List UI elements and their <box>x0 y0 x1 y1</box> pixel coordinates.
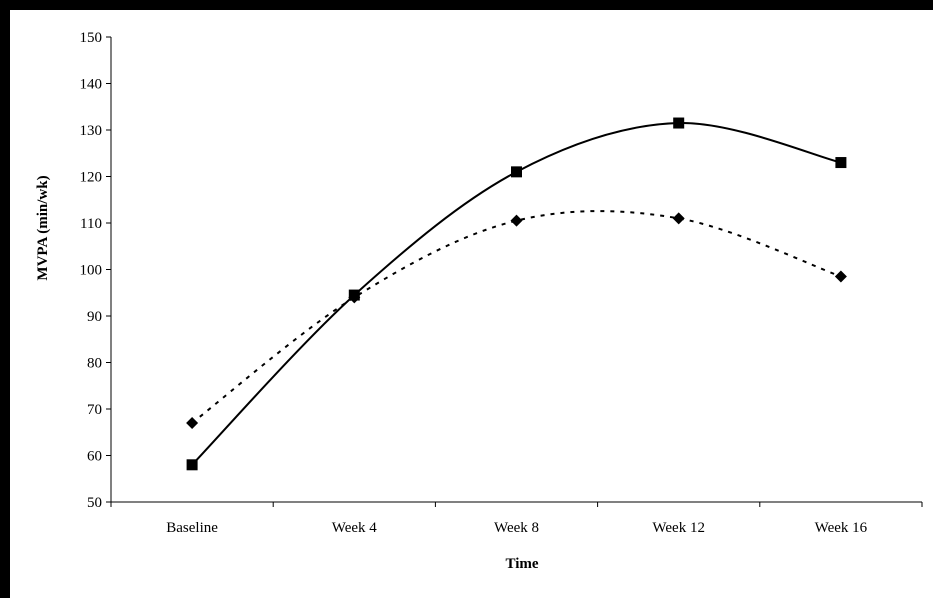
line-chart: 50 60 70 80 90 100 110 120 130 140 150 Baseline Wee… <box>35 30 923 572</box>
square-marker <box>835 157 847 169</box>
y-tick-label: 50 <box>87 495 102 511</box>
series-1 <box>186 117 847 471</box>
diamond-marker <box>672 212 685 225</box>
y-tick-label: 80 <box>87 356 102 372</box>
axes <box>110 37 922 503</box>
y-tick-label: 70 <box>87 402 102 418</box>
y-tick-label: 150 <box>80 30 103 46</box>
x-axis-title: Time <box>505 556 538 572</box>
x-tick-label: Week 16 <box>815 520 868 536</box>
series-2 <box>186 210 847 429</box>
y-axis-ticks: 50 60 70 80 90 100 110 120 130 140 150 <box>80 30 111 511</box>
x-tick-label: Baseline <box>166 520 218 536</box>
diamond-marker <box>186 416 199 429</box>
y-tick-label: 110 <box>80 216 102 232</box>
y-tick-label: 90 <box>87 309 102 325</box>
y-axis-title: MVPA (min/wk) <box>35 175 51 280</box>
square-marker <box>186 459 198 471</box>
square-marker <box>511 166 522 178</box>
y-tick-label: 140 <box>80 77 103 93</box>
series-layer <box>186 117 847 471</box>
series-2-line <box>191 210 842 424</box>
diamond-marker <box>348 291 361 304</box>
diamond-marker <box>834 270 847 283</box>
x-tick-label: Week 8 <box>494 520 539 536</box>
y-tick-label: 100 <box>80 263 103 279</box>
diamond-marker <box>510 214 523 227</box>
x-tick-label: Week 4 <box>332 520 378 536</box>
x-axis-ticks: Baseline Week 4 Week 8 Week 12 Week 16 <box>110 502 923 536</box>
y-tick-label: 130 <box>80 123 103 139</box>
chart-area: 50 60 70 80 90 100 110 120 130 140 150 Baseline Wee… <box>10 10 933 598</box>
square-marker <box>673 117 685 129</box>
y-tick-label: 60 <box>87 449 102 465</box>
x-tick-label: Week 12 <box>652 520 705 536</box>
y-tick-label: 120 <box>80 170 103 186</box>
